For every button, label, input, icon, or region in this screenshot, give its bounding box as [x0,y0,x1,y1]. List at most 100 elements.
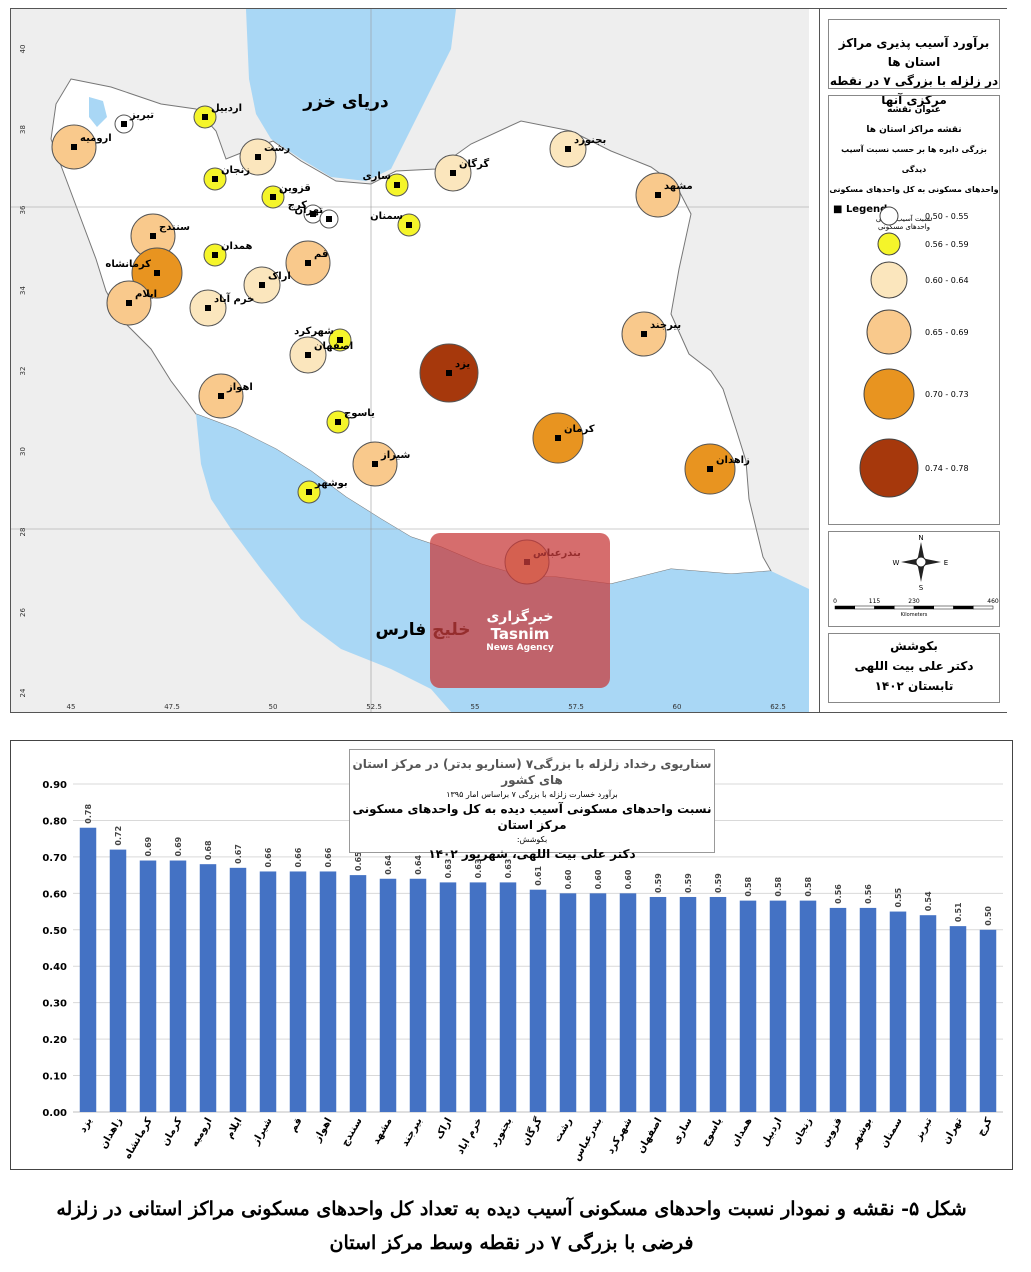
legend-symbols: 0.50 - 0.55 0.56 - 0.59 0.60 - 0.64 0.65 - … [859,206,969,498]
y-tick-label: 0.30 [42,999,67,1010]
latitude-label: 28 [19,528,27,537]
bar-value-label: 0.65 [354,851,363,871]
bar-value-label: 0.51 [954,902,963,922]
city-square-icon [305,352,311,358]
city-marker: تبریز [114,110,154,134]
bar [499,882,517,1112]
compass-scale-box: N S E W 0 115 230 460 Kilometers [828,531,1000,627]
city-marker: ساری [362,171,409,197]
bar [829,907,847,1112]
chart-panel: 0.00 0.10 0.20 0.30 0.40 0.50 0.60 0.70 0.80 0.90… [10,740,1013,1170]
city-marker: خرم آباد [189,289,254,327]
city-label: اراک [268,271,291,282]
legend-sub1: نقشه مراکز استان ها [866,125,962,135]
bar [319,871,337,1112]
bar-value-label: 0.66 [294,847,303,867]
y-tick-label: 0.80 [42,816,67,827]
city-marker: اهواز [198,373,253,419]
city-square-icon [565,146,571,152]
city-label: ارومیه [80,133,112,144]
bar-value-label: 0.58 [744,876,753,896]
bar-value-label: 0.56 [834,884,843,904]
y-tick-label: 0.10 [42,1072,67,1083]
bar-value-label: 0.69 [174,836,183,856]
bar [589,893,607,1112]
x-tick-label: بیرجند [400,1116,425,1148]
legend-label: 0.70 - 0.73 [925,390,969,399]
bar [109,849,127,1112]
city-label: همدان [221,241,252,252]
bar [559,893,577,1112]
longitude-label: 62.5 [770,703,786,711]
city-square-icon [555,435,561,441]
city-marker: اصفهان [289,336,353,374]
bar [979,929,997,1112]
lake-urmia [89,97,107,127]
city-square-icon [121,121,127,127]
city-marker: سنندج [130,213,190,259]
legend-caption: نسبت آسیب دیدگی واحدهای مسکونی [875,215,933,231]
scale-segment [854,605,875,610]
city-marker: اردبیل [193,103,242,129]
x-tick-label: یاسوج [700,1116,725,1148]
city-marker: زنجان [203,165,250,191]
scale-unit-label: Kilometers [901,612,928,618]
city-marker: کرمان [532,412,595,464]
chart-header-line5: دکتر علی بیت اللهی، شهریور ۱۴۰۲ [428,847,636,861]
latitude-label: 40 [19,45,27,54]
x-tick-label: شهرکرد [605,1116,635,1156]
bar [259,871,277,1112]
x-tick-label: کرج [975,1116,994,1138]
legend-sub2: بزرگی دایره ها بر حسب نسبت آسیب دیدگی [841,145,987,174]
scale-segment [874,605,895,610]
bar-value-label: 0.59 [654,873,663,893]
legend-sub3: واحدهای مسکونی به کل واحدهای مسکونی [829,185,999,194]
y-tick-label: 0.40 [42,962,67,973]
chart-header-line1: سناریوی رخداد زلزله با بزرگی۷ (سناریو بد… [352,757,712,787]
city-label: اصفهان [314,341,353,352]
city-label: قم [314,249,328,260]
city-square-icon [255,154,261,160]
x-tick-label: زنجان [791,1116,815,1147]
bar-value-label: 0.63 [504,859,513,879]
bar-value-label: 0.58 [804,876,813,896]
chart-header-line2: برآورد خسارت زلزله با بزرگی ۷ براساس اما… [446,790,618,799]
legend-word-text: Legend [845,204,888,215]
chart-header-line3: نسبت واحدهای مسکونی آسیب دیده به کل واحد… [352,802,712,832]
city-square-icon [259,282,265,288]
caspian-label: دريای خزر [302,92,389,112]
city-label: کرمانشاه [105,259,151,270]
latitude-labels: 40 38 36 34 32 30 28 26 24 [19,45,27,698]
scale-segment [953,605,974,610]
caspian-sea [246,9,456,181]
longitude-label: 45 [67,703,76,711]
scale-tick-label: 230 [908,598,920,605]
scale-segment [834,605,855,610]
city-label: کرمان [564,424,595,435]
city-marker: مشهد [635,172,693,218]
bar [199,864,217,1112]
x-tick-label: قم [288,1116,305,1134]
city-square-icon [337,337,343,343]
x-tick-label: مشهد [371,1116,395,1146]
legend-item: 0.70 - 0.73 [863,368,969,420]
bar [799,900,817,1112]
svg-text:W: W [893,559,900,567]
bar-value-label: 0.69 [144,836,153,856]
city-marker: بیرجند [621,311,681,357]
bar [529,889,547,1112]
city-square-icon [306,489,312,495]
city-label: شهرکرد [294,326,334,337]
city-label: کرج [288,200,307,211]
city-square-icon [707,466,713,472]
city-label: گرگان [459,157,489,170]
city-label: زنجان [221,165,250,176]
legend-swatch [863,368,915,420]
city-marker: سمنان [370,211,421,237]
latitude-label: 34 [19,286,27,295]
legend-label: 0.74 - 0.78 [925,464,969,473]
iran-land [50,78,772,585]
bar [139,860,157,1112]
tasnim-watermark-logo: خبرگزاری Tasnim News Agency [430,533,610,688]
legend-label: 0.60 - 0.64 [925,276,969,285]
